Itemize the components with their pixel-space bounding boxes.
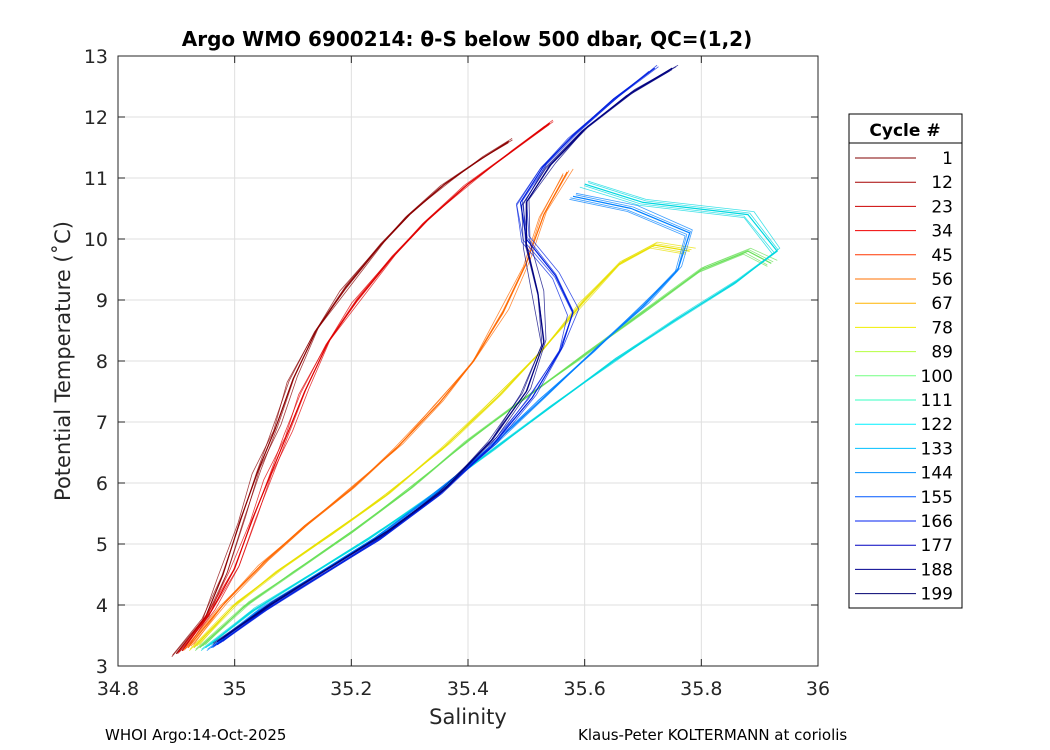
legend-label: 1 [942, 149, 953, 169]
x-tick-label: 35.8 [680, 678, 722, 700]
legend-label: 89 [931, 343, 953, 363]
legend-label: 166 [921, 512, 953, 532]
y-tick-label: 5 [96, 534, 108, 556]
series-line [216, 67, 673, 643]
legend-label: 111 [921, 391, 953, 411]
legend-box [848, 113, 963, 609]
legend-entries: 1 12 23 34 45 56 67 78 89 100 111 122 133 144 155 166 17… [855, 149, 953, 605]
series-line-variant [222, 64, 658, 642]
y-tick-label: 10 [84, 229, 108, 251]
y-axis-ticks: 3 4 5 6 7 8 9 10 11 12 13 [84, 46, 818, 678]
series-line-variant [178, 139, 513, 653]
series-line-variant [199, 241, 696, 645]
y-axis-label: Potential Temperature (˚C) [51, 221, 75, 501]
series-line-variant [219, 66, 677, 641]
series-line-variant [184, 121, 554, 650]
chart-title: Argo WMO 6900214: θ-S below 500 dbar, QC… [182, 27, 752, 51]
legend-label: 177 [921, 536, 953, 556]
legend-label: 100 [921, 367, 953, 387]
footer-source-date: WHOI Argo:14-Oct-2025 [105, 726, 287, 744]
legend-label: 12 [931, 173, 953, 193]
series-line-variant [219, 66, 659, 644]
x-axis-ticks: 34.8 35 35.2 35.4 35.6 35.8 36 [97, 56, 830, 700]
series-line-variant [208, 182, 779, 647]
series-line-variant [213, 69, 673, 644]
series-line-variant [171, 144, 505, 658]
footer-credit: Klaus-Peter KOLTERMANN at coriolis [578, 726, 848, 744]
y-tick-label: 13 [84, 46, 108, 68]
series-line-variant [190, 170, 570, 647]
x-tick-label: 34.8 [97, 678, 139, 700]
x-tick-label: 35.6 [564, 678, 606, 700]
legend-label: 56 [931, 270, 953, 290]
series-line-variant [205, 247, 778, 645]
y-tick-label: 11 [84, 168, 108, 190]
legend-label: 23 [931, 197, 953, 217]
series-line-variant [222, 64, 679, 639]
legend-label: 133 [921, 439, 953, 459]
series-line-variant [216, 192, 693, 646]
series-line-variant [177, 125, 546, 655]
series-line-variant [181, 138, 513, 652]
x-tick-label: 35.2 [330, 678, 372, 700]
y-tick-label: 7 [96, 412, 108, 434]
series-line-variant [210, 180, 781, 646]
series-line [181, 122, 551, 652]
x-axis-label: Salinity [429, 705, 507, 729]
legend-label: 188 [921, 560, 953, 580]
y-tick-label: 9 [96, 290, 108, 312]
series-line-variant [200, 186, 773, 652]
series-line-variant [212, 70, 670, 645]
x-tick-label: 35 [223, 678, 247, 700]
legend-label: 155 [921, 488, 953, 508]
series-line-variant [189, 246, 686, 650]
legend-label: 34 [931, 222, 953, 242]
y-tick-label: 8 [96, 351, 108, 373]
series-line-variant [189, 247, 686, 651]
y-tick-label: 4 [96, 595, 108, 617]
legend-label: 199 [921, 585, 953, 605]
y-tick-label: 6 [96, 473, 108, 495]
y-tick-label: 3 [96, 656, 108, 678]
series-line-variant [177, 124, 550, 653]
legend-label: 78 [931, 318, 953, 338]
series-line-variant [195, 252, 768, 650]
series-line-variant [187, 119, 554, 649]
legend-label: 144 [921, 464, 953, 484]
legend-label: 122 [921, 415, 953, 435]
legend-label: 45 [931, 246, 953, 266]
x-tick-label: 35.4 [447, 678, 489, 700]
x-tick-label: 36 [806, 678, 830, 700]
legend-label: 67 [931, 294, 953, 314]
series-line [199, 250, 772, 649]
series-line-variant [201, 185, 775, 650]
legend: Cycle # 1 12 23 34 45 56 67 78 89 100 111 122 133 144… [848, 113, 963, 609]
series-line-variant [183, 174, 564, 651]
legend-title: Cycle # [869, 121, 940, 141]
series-line-variant [172, 142, 509, 656]
data-series [171, 64, 781, 658]
y-tick-label: 12 [84, 107, 108, 129]
